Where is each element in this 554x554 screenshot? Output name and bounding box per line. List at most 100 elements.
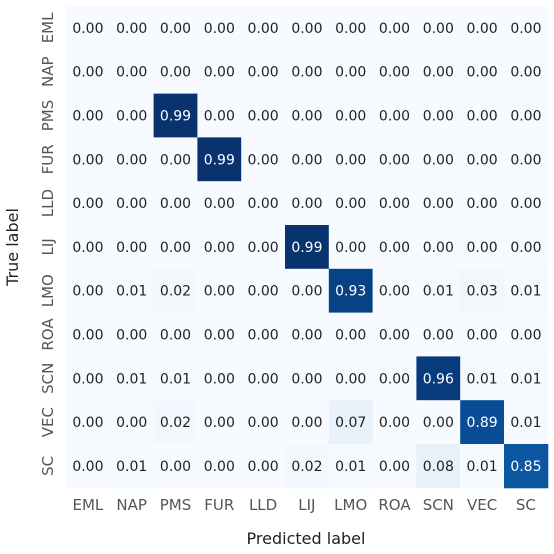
heatmap-cell	[66, 49, 111, 95]
heatmap-cell	[197, 400, 242, 445]
cell-value-label: 0.00	[204, 415, 235, 431]
heatmap-cell	[460, 356, 505, 401]
cell-value-label: 0.00	[72, 21, 103, 37]
heatmap-cell	[460, 268, 505, 314]
heatmap-cell	[66, 444, 111, 489]
cell-value-label: 0.00	[72, 109, 103, 125]
cell-value-label: 0.00	[72, 371, 103, 387]
cell-value-label: 0.00	[291, 284, 322, 300]
heatmap-cell	[109, 137, 155, 182]
heatmap-cell	[66, 268, 111, 314]
heatmap-cell	[328, 181, 374, 226]
heatmap-cell	[504, 444, 549, 489]
cell-value-label: 0.00	[116, 152, 147, 168]
y-tick-label: VEC	[39, 407, 57, 437]
cell-value-label: 0.00	[116, 65, 147, 81]
cell-value-label: 0.00	[72, 415, 103, 431]
cell-value-label: 0.00	[510, 152, 541, 168]
cell-value-label: 0.00	[204, 196, 235, 212]
cell-value-label: 0.00	[423, 109, 454, 125]
heatmap-cell	[328, 268, 374, 314]
heatmap-cell	[109, 356, 155, 401]
cell-value-label: 0.00	[204, 65, 235, 81]
y-tick-label: LMO	[39, 274, 57, 307]
heatmap-cell	[328, 312, 374, 357]
heatmap-cell	[416, 49, 461, 95]
heatmap-cell	[416, 181, 461, 226]
heatmap-cell	[241, 444, 286, 489]
x-tick-label: EML	[73, 496, 104, 514]
heatmap-cell	[416, 444, 461, 489]
heatmap-cell	[241, 93, 286, 138]
heatmap-cell	[460, 49, 505, 95]
heatmap-cell	[241, 137, 286, 182]
heatmap-cell	[372, 400, 417, 445]
heatmap-cell	[328, 137, 374, 182]
cell-value-label: 0.00	[379, 328, 410, 344]
heatmap-cell	[241, 49, 286, 95]
heatmap-cell	[66, 225, 111, 270]
cell-value-label: 0.00	[72, 328, 103, 344]
cell-value-label: 0.00	[248, 284, 279, 300]
heatmap-cell	[328, 6, 374, 51]
cell-value-label: 0.00	[510, 65, 541, 81]
heatmap-cell	[328, 356, 374, 401]
y-tick-label: PMS	[39, 100, 57, 132]
x-tick-labels: EML NAP PMS FUR LLD LIJ LMO ROA SCN VEC SC	[73, 496, 536, 514]
cell-value-label: 0.00	[248, 152, 279, 168]
heatmap-cell	[285, 444, 330, 489]
heatmap-cell	[460, 225, 505, 270]
heatmap-cell	[285, 181, 330, 226]
cell-value-label: 0.00	[160, 459, 191, 475]
cell-value-label: 0.03	[467, 284, 498, 300]
heatmap-cell	[372, 312, 417, 357]
cell-value-label: 0.00	[467, 196, 498, 212]
heatmap-cell	[372, 137, 417, 182]
cell-value-label: 0.00	[291, 65, 322, 81]
heatmap-cell	[372, 444, 417, 489]
heatmap-cell	[416, 356, 461, 401]
heatmap-cell	[504, 268, 549, 314]
heatmap-cell	[460, 444, 505, 489]
heatmap-cell	[285, 6, 330, 51]
cell-value-label: 0.00	[291, 152, 322, 168]
y-tick-label: FUR	[39, 144, 57, 174]
heatmap-cell	[372, 93, 417, 138]
heatmap-cell	[328, 444, 374, 489]
cell-value-label: 0.00	[379, 371, 410, 387]
heatmap-cell	[285, 225, 330, 270]
cell-value-label: 0.00	[510, 196, 541, 212]
heatmap-cell	[416, 312, 461, 357]
cell-value-label: 0.00	[379, 21, 410, 37]
cell-value-label: 0.00	[335, 109, 366, 125]
y-tick-labels: EML NAP PMS FUR LLD LIJ LMO ROA SCN VEC SC	[39, 12, 57, 476]
cell-value-label: 0.00	[116, 109, 147, 125]
cell-value-label: 0.01	[467, 371, 498, 387]
cell-value-label: 0.00	[510, 240, 541, 256]
heatmap-cell	[285, 93, 330, 138]
cell-value-label: 0.00	[116, 21, 147, 37]
cell-value-label: 0.00	[335, 328, 366, 344]
heatmap-cell	[153, 6, 198, 51]
cell-value-label: 0.00	[423, 328, 454, 344]
cell-value-label: 0.01	[160, 371, 191, 387]
heatmap-cell	[504, 6, 549, 51]
cell-value-label: 0.00	[467, 240, 498, 256]
x-tick-label: LMO	[334, 496, 367, 514]
y-tick-label: SC	[39, 456, 57, 476]
heatmap-cell	[66, 6, 111, 51]
cell-value-label: 0.00	[423, 415, 454, 431]
heatmap-cell	[241, 6, 286, 51]
heatmap-cell	[460, 137, 505, 182]
heatmap-cell	[241, 312, 286, 357]
cell-value-label: 0.01	[116, 371, 147, 387]
cell-value-label: 0.00	[510, 109, 541, 125]
heatmap-cell	[416, 268, 461, 314]
cell-value-label: 0.00	[248, 21, 279, 37]
cell-value-label: 0.00	[510, 21, 541, 37]
heatmap-cell	[109, 312, 155, 357]
heatmap-cell	[460, 181, 505, 226]
heatmap-cell	[66, 181, 111, 226]
heatmap-cell	[460, 312, 505, 357]
cell-value-label: 0.00	[335, 196, 366, 212]
